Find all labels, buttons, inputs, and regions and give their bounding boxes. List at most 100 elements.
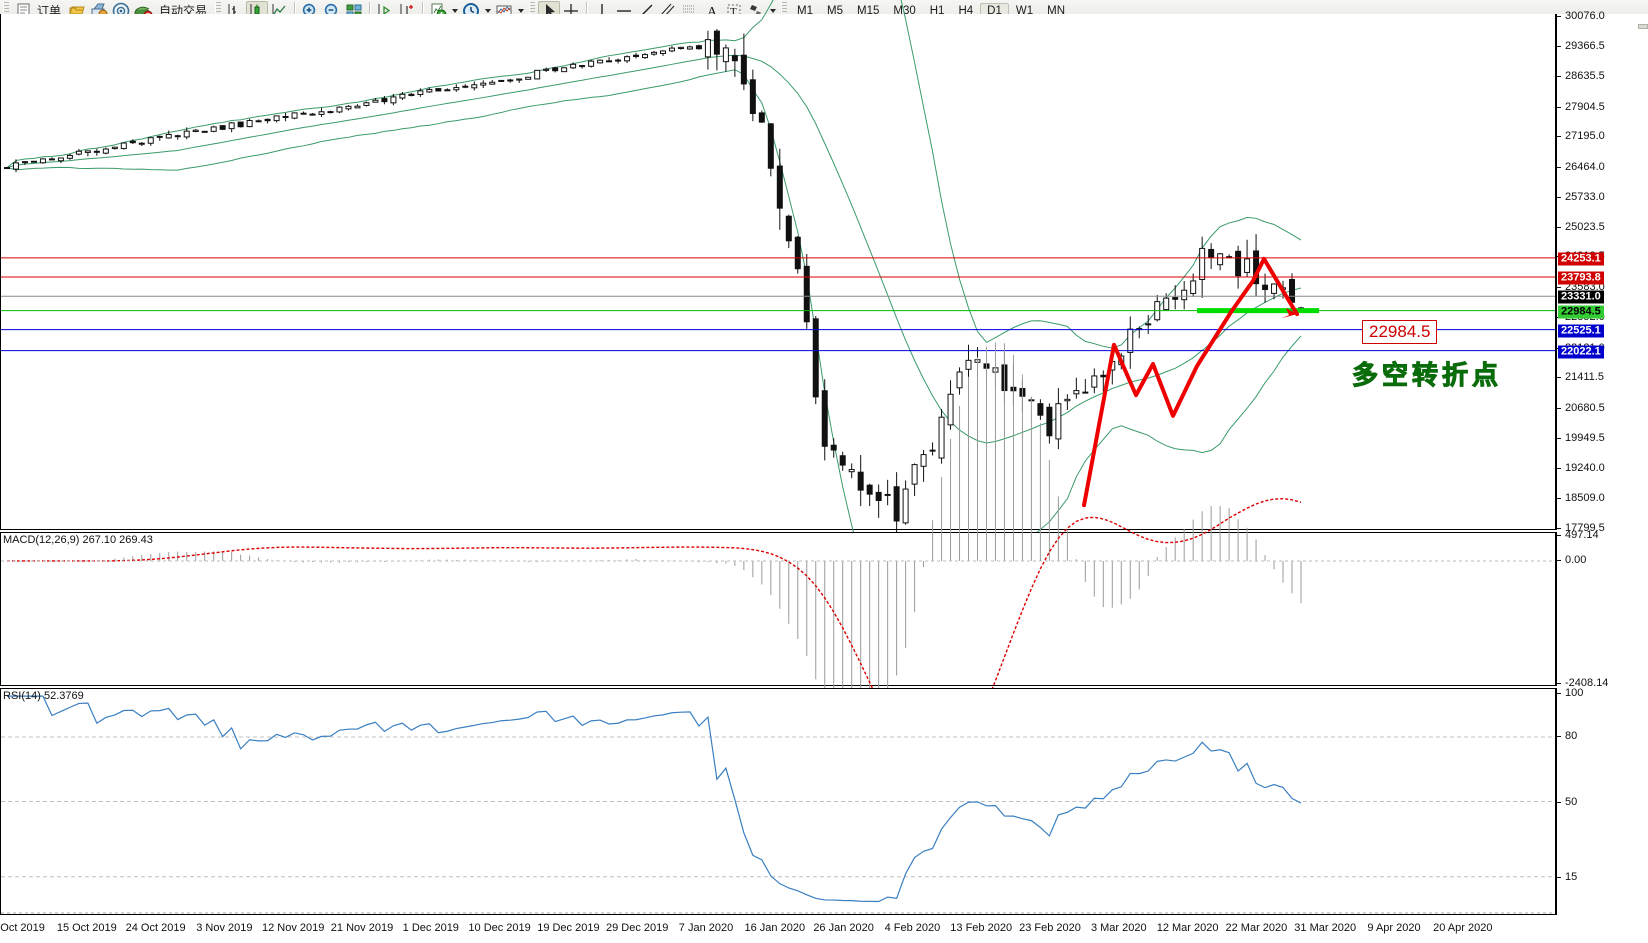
candle	[93, 148, 100, 156]
main-price-pane[interactable]	[0, 0, 1556, 662]
price-tag-support[interactable]: 22525.1	[1558, 324, 1604, 338]
time-label: 26 Jan 2020	[813, 922, 874, 934]
text-button[interactable]: A	[701, 1, 723, 21]
rsi-axis[interactable]: 100 80 50 15	[1556, 687, 1648, 915]
candle	[947, 380, 954, 430]
candle	[525, 76, 532, 80]
candle	[920, 449, 927, 482]
candle	[1145, 315, 1152, 335]
time-label: 3 Mar 2020	[1090, 922, 1147, 934]
candle	[1091, 368, 1098, 394]
candle	[740, 33, 747, 91]
candle	[1073, 377, 1080, 399]
toolbar-grip-2[interactable]	[215, 1, 222, 20]
candle	[695, 44, 702, 50]
price-tag-resistance[interactable]: 24253.1	[1558, 252, 1604, 266]
candle	[4, 167, 10, 170]
price-axis[interactable]: 30076.0 29366.5 28635.5 27904.5 27195.0 26464…	[1556, 10, 1648, 534]
candle	[731, 48, 738, 77]
macd-canvas	[1, 342, 1555, 773]
trend-markup-line[interactable]	[1082, 256, 1299, 508]
candle	[704, 30, 711, 70]
candle	[1253, 234, 1260, 297]
price-tick: 18509.0	[1557, 492, 1605, 504]
timeframe-m30[interactable]: M30	[893, 4, 916, 17]
candle	[435, 88, 442, 92]
toolbar-grip-3[interactable]	[529, 1, 536, 20]
timeframe-group: M1 M5 M15 M30 H1 H4 D1 W1 MN	[790, 2, 1072, 19]
candle	[237, 121, 244, 128]
timeframe-h1[interactable]: H1	[929, 4, 945, 17]
rsi-label: RSI(14) 52.3769	[3, 690, 84, 702]
candle	[66, 153, 73, 160]
candle	[686, 45, 693, 50]
macd-pane[interactable]: MACD(12,26,9) 267.10 269.43	[0, 342, 1556, 773]
timeframe-m15[interactable]: M15	[857, 4, 880, 17]
candle	[570, 62, 577, 70]
time-label: 19 Dec 2019	[537, 922, 600, 934]
candle	[1226, 254, 1233, 259]
candle	[1199, 236, 1206, 298]
price-tag-last-price[interactable]: 23331.0	[1558, 290, 1604, 304]
candle	[588, 59, 595, 68]
timeframe-h4[interactable]: H4	[958, 4, 974, 17]
candle	[1262, 273, 1269, 303]
chart-scroll-handle[interactable]	[1638, 24, 1648, 29]
time-label: 21 Nov 2019	[330, 922, 394, 934]
candle	[48, 157, 55, 161]
timeframe-m5[interactable]: M5	[827, 4, 843, 17]
time-axis-labels[interactable]: 6 Oct 2019 15 Oct 2019 24 Oct 2019 3 Nov 20…	[0, 916, 1556, 943]
price-tag-support[interactable]: 22984.5	[1558, 305, 1604, 319]
candle	[336, 106, 343, 114]
candle	[1037, 399, 1044, 420]
toolbar-separator-3	[422, 1, 424, 20]
candle	[219, 125, 226, 131]
trend-arrow-icon	[1282, 308, 1297, 319]
candle	[597, 59, 604, 64]
toolbar-separator-2	[369, 1, 371, 20]
macd-axis[interactable]: 497.14 0.00 -2408.14	[1556, 529, 1648, 689]
candle	[1181, 281, 1188, 310]
time-label: 23 Feb 2020	[1019, 922, 1081, 934]
price-tick: 27904.5	[1557, 101, 1605, 113]
price-tick: 19949.5	[1557, 432, 1605, 444]
candle	[902, 480, 909, 525]
timeframe-w1[interactable]: W1	[1015, 4, 1034, 17]
time-label: 10 Dec 2019	[468, 922, 531, 934]
candle	[318, 107, 325, 117]
candle	[507, 78, 514, 83]
candle	[1046, 403, 1053, 444]
timeframe-mn[interactable]: MN	[1047, 4, 1065, 17]
folder-button[interactable]	[66, 1, 88, 21]
candle	[390, 93, 397, 106]
price-chart-canvas	[1, 0, 1555, 662]
time-label: 4 Feb 2020	[884, 922, 941, 934]
candle	[552, 66, 559, 73]
time-label: 1 Dec 2019	[402, 922, 459, 934]
candle	[120, 142, 127, 150]
toolbar-grip-4[interactable]	[781, 1, 788, 20]
candle	[659, 50, 666, 56]
candle	[21, 161, 28, 166]
candle	[606, 57, 613, 63]
candle	[12, 159, 19, 173]
rsi-tick: 80	[1557, 730, 1577, 742]
toolbar-grip[interactable]	[3, 1, 9, 20]
candle	[102, 147, 109, 155]
candle	[893, 472, 900, 541]
time-label: 31 Mar 2020	[1294, 922, 1357, 934]
horizontal-line-button[interactable]	[613, 1, 635, 21]
toolbar-separator-1	[294, 1, 296, 20]
price-tick: 17799.5	[1557, 522, 1605, 534]
candle	[453, 84, 460, 92]
candle	[830, 438, 837, 458]
price-tag-support[interactable]: 22022.1	[1558, 345, 1604, 359]
candle	[462, 84, 469, 89]
price-tag-resistance[interactable]: 23793.8	[1558, 271, 1604, 285]
timeframe-m1[interactable]: M1	[797, 4, 814, 17]
macd-tick: 497.14	[1557, 529, 1599, 541]
candle	[246, 118, 253, 128]
candle	[201, 130, 208, 133]
folder-icon	[67, 1, 87, 21]
rsi-pane[interactable]: RSI(14) 52.3769	[0, 688, 1556, 915]
